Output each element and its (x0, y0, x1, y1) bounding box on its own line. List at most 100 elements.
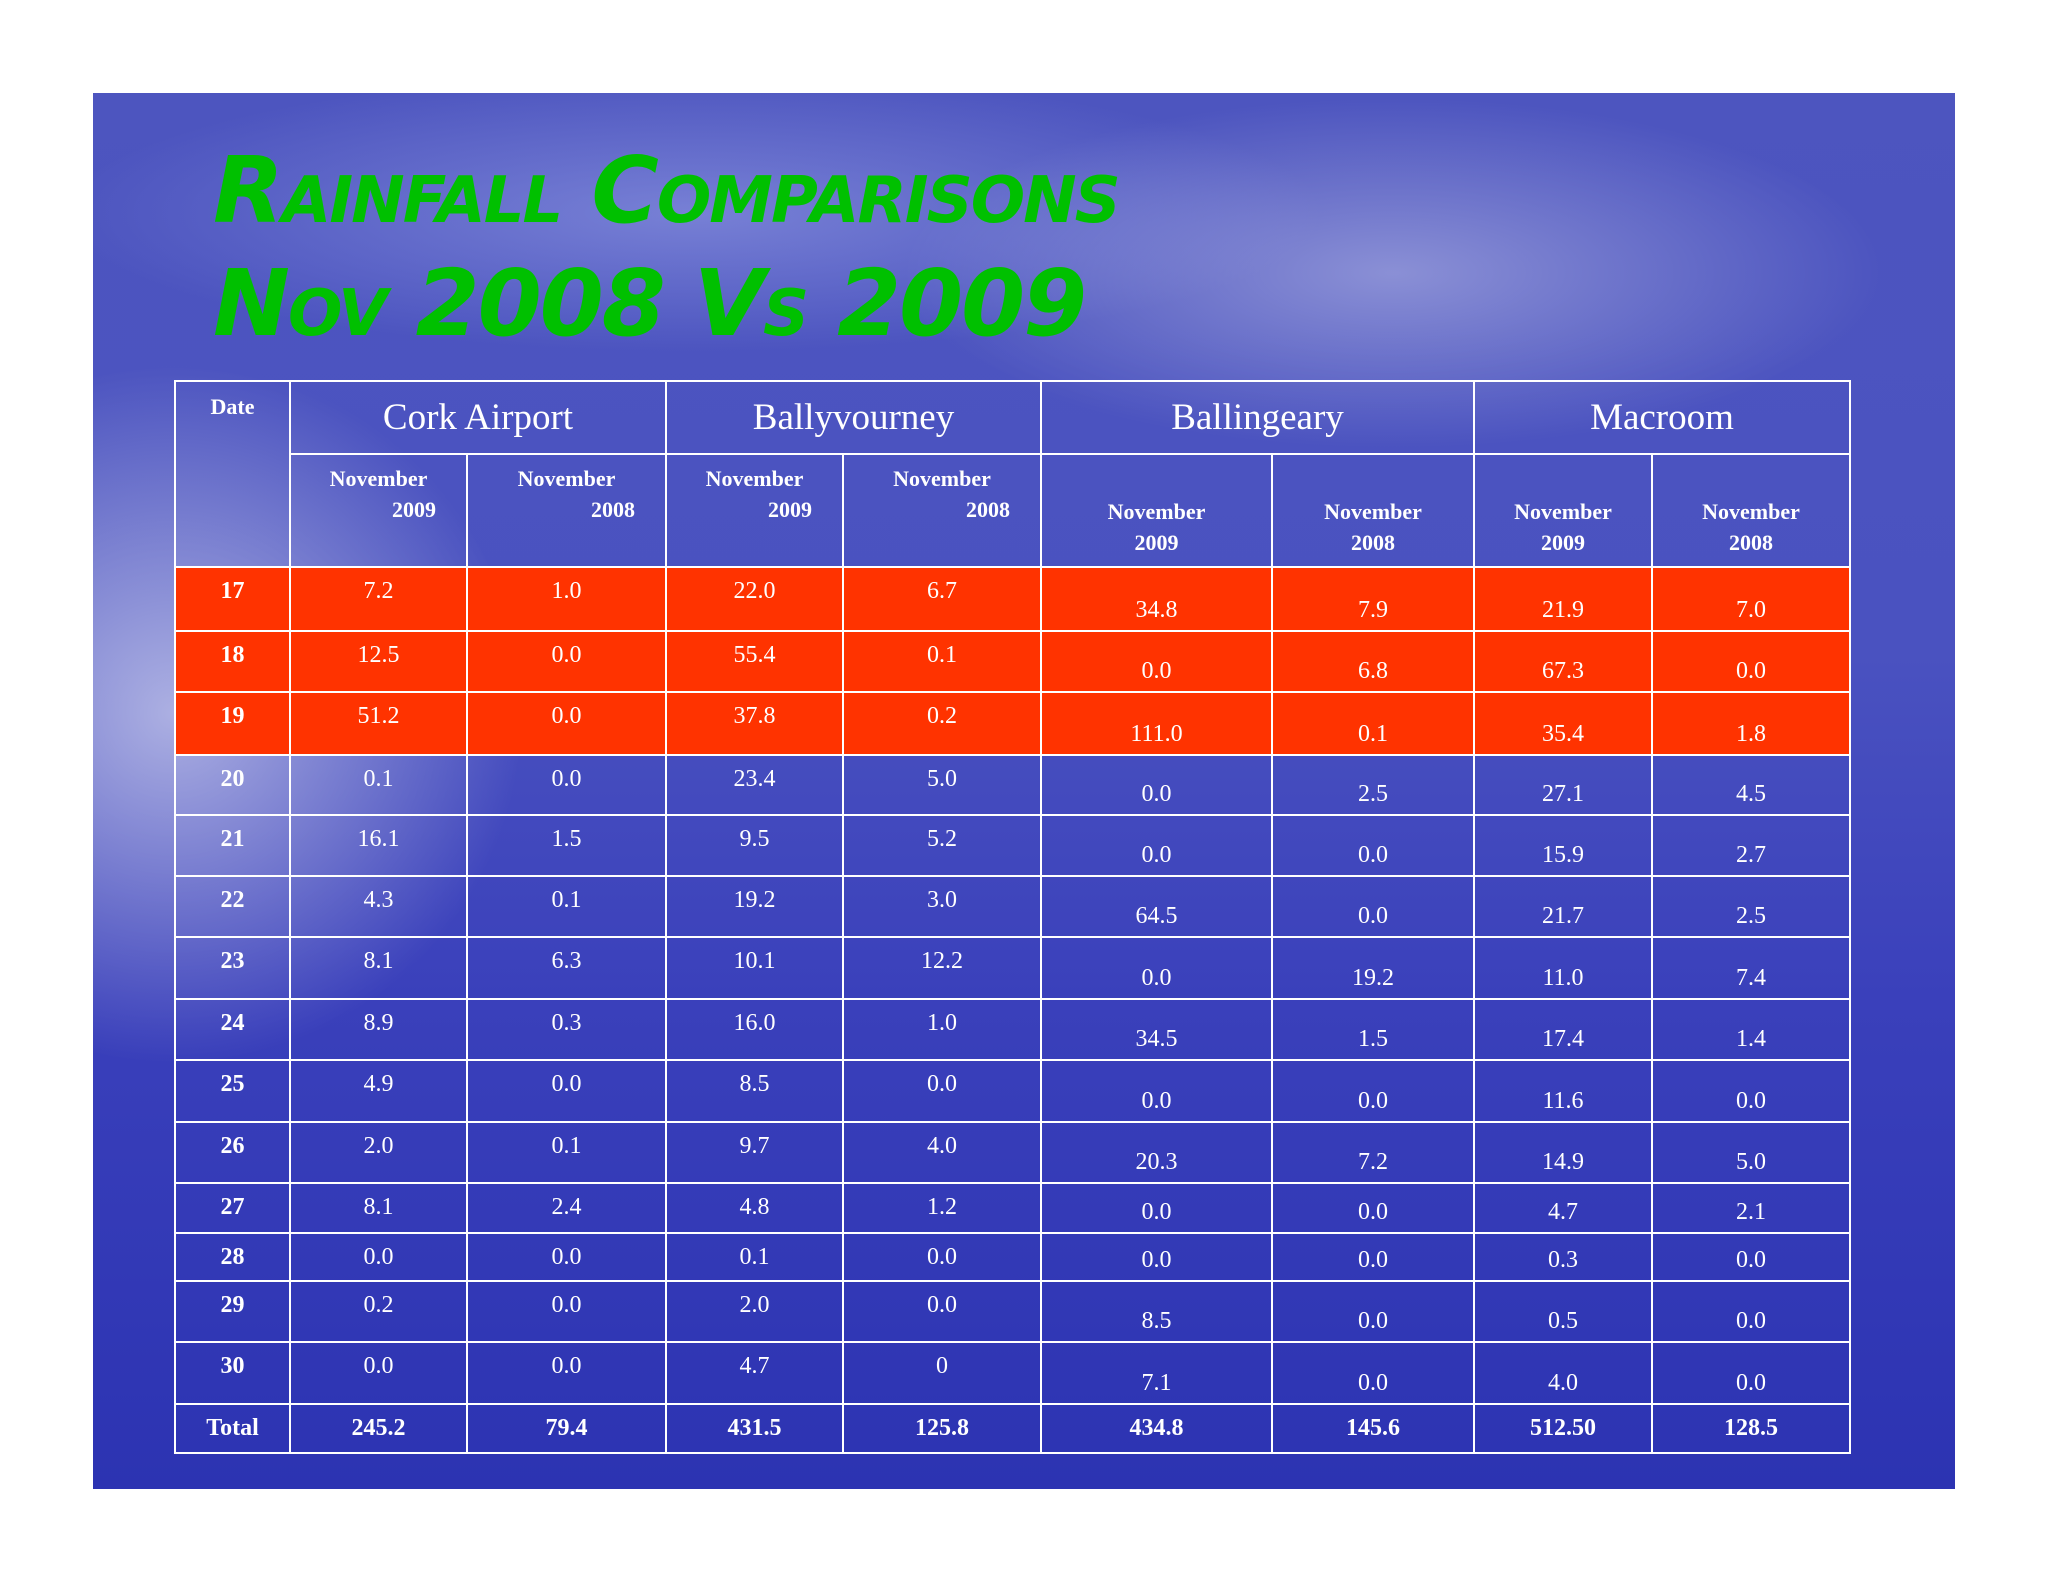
value-cell: 0.0 (466, 1341, 667, 1405)
value-cell: 11.6 (1473, 1059, 1653, 1123)
value-cell: 20.3 (1040, 1121, 1273, 1184)
value-cell: 2.7 (1651, 814, 1851, 877)
year: 2009 (392, 497, 436, 522)
year: 2008 (1729, 530, 1773, 555)
value-cell: 3.0 (842, 875, 1042, 938)
value-cell: 23.4 (665, 754, 844, 816)
total-cell: 431.5 (665, 1403, 844, 1454)
total-cell: 79.4 (466, 1403, 667, 1454)
value-cell: 0.0 (1040, 1182, 1273, 1234)
value-cell: 0.0 (1271, 875, 1475, 938)
total-cell: 145.6 (1271, 1403, 1475, 1454)
value-cell: 6.3 (466, 936, 667, 1000)
month: November (329, 466, 428, 491)
value-cell: 7.9 (1271, 566, 1475, 632)
value-cell: 0.3 (1473, 1232, 1653, 1282)
value-cell: 1.2 (842, 1182, 1042, 1234)
data-row: 24 8.9 0.3 16.0 1.0 34.5 1.5 17.4 1.4 (174, 998, 1851, 1061)
value-cell: 1.8 (1651, 691, 1851, 756)
value-cell: 0 (842, 1341, 1042, 1405)
value-cell: 0.0 (842, 1232, 1042, 1282)
year: 2008 (1351, 530, 1395, 555)
value-cell: 21.7 (1473, 875, 1653, 938)
date-cell: 18 (174, 630, 291, 693)
value-cell: 4.7 (1473, 1182, 1653, 1234)
value-cell: 55.4 (665, 630, 844, 693)
data-row: 17 7.2 1.0 22.0 6.7 34.8 7.9 21.9 7.0 (174, 566, 1851, 632)
value-cell: 5.0 (842, 754, 1042, 816)
month-header: November 2009 (1040, 453, 1273, 568)
value-cell: 19.2 (665, 875, 844, 938)
total-cell: 125.8 (842, 1403, 1042, 1454)
value-cell: 0.1 (1271, 691, 1475, 756)
value-cell: 2.5 (1651, 875, 1851, 938)
value-cell: 2.5 (1271, 754, 1475, 816)
title-line: Rainfall Comparisons (213, 137, 1121, 244)
data-row: 30 0.0 0.0 4.7 0 7.1 0.0 4.0 0.0 (174, 1341, 1851, 1405)
title-line: Nov 2008 Vs 2009 (213, 250, 1087, 357)
date-cell: 27 (174, 1182, 291, 1234)
date-cell: 23 (174, 936, 291, 1000)
value-cell: 0.0 (1271, 1182, 1475, 1234)
value-cell: 0.0 (1040, 1059, 1273, 1123)
value-cell: 0.1 (466, 1121, 667, 1184)
value-cell: 111.0 (1040, 691, 1273, 756)
data-row: 28 0.0 0.0 0.1 0.0 0.0 0.0 0.3 0.0 (174, 1232, 1851, 1282)
value-cell: 34.8 (1040, 566, 1273, 632)
value-cell: 0.0 (842, 1059, 1042, 1123)
month: November (517, 466, 616, 491)
value-cell: 51.2 (289, 691, 468, 756)
total-cell: 245.2 (289, 1403, 468, 1454)
value-cell: 0.2 (842, 691, 1042, 756)
month: November (1702, 499, 1800, 524)
month: November (1107, 499, 1206, 524)
header-row: Date Cork Airport Ballyvourney Ballingeary M… (174, 380, 1851, 568)
value-cell: 1.5 (466, 814, 667, 877)
value-cell: 0.0 (466, 630, 667, 693)
value-cell: 2.0 (665, 1280, 844, 1343)
month-header: November 2009 (665, 453, 844, 568)
value-cell: 0.0 (1271, 1341, 1475, 1405)
data-row: 25 4.9 0.0 8.5 0.0 0.0 0.0 11.6 0.0 (174, 1059, 1851, 1123)
value-cell: 1.0 (466, 566, 667, 632)
station-header: Cork Airport (289, 380, 667, 455)
value-cell: 12.2 (842, 936, 1042, 1000)
total-label: Total (174, 1403, 291, 1454)
value-cell: 0.1 (665, 1232, 844, 1282)
subheader-row: November 2009 November 2008 November 2009 Nove… (175, 453, 1851, 568)
date-cell: 22 (174, 875, 291, 938)
value-cell: 0.0 (466, 1280, 667, 1343)
value-cell: 12.5 (289, 630, 468, 693)
date-cell: 30 (174, 1341, 291, 1405)
year: 2008 (591, 497, 635, 522)
value-cell: 8.1 (289, 936, 468, 1000)
value-cell: 9.7 (665, 1121, 844, 1184)
date-cell: 17 (174, 566, 291, 632)
value-cell: 9.5 (665, 814, 844, 877)
value-cell: 0.5 (1473, 1280, 1653, 1343)
value-cell: 5.2 (842, 814, 1042, 877)
value-cell: 34.5 (1040, 998, 1273, 1061)
month-header: November 2008 (842, 453, 1042, 568)
value-cell: 0.0 (1040, 1232, 1273, 1282)
value-cell: 6.8 (1271, 630, 1475, 693)
value-cell: 1.0 (842, 998, 1042, 1061)
value-cell: 0.0 (289, 1232, 468, 1282)
month: November (1324, 499, 1422, 524)
value-cell: 4.0 (1473, 1341, 1653, 1405)
value-cell: 0.0 (1651, 1232, 1851, 1282)
month-header: November 2008 (466, 453, 667, 568)
value-cell: 19.2 (1271, 936, 1475, 1000)
value-cell: 0.0 (1651, 630, 1851, 693)
date-cell: 24 (174, 998, 291, 1061)
rainfall-table: Date Cork Airport Ballyvourney Ballingeary M… (174, 380, 1851, 1454)
value-cell: 0.0 (1040, 630, 1273, 693)
value-cell: 0.0 (842, 1280, 1042, 1343)
month: November (893, 466, 991, 491)
value-cell: 16.0 (665, 998, 844, 1061)
value-cell: 0.0 (466, 691, 667, 756)
year: 2009 (1541, 530, 1585, 555)
total-cell: 434.8 (1040, 1403, 1273, 1454)
station-header: Ballingeary (1040, 380, 1475, 455)
